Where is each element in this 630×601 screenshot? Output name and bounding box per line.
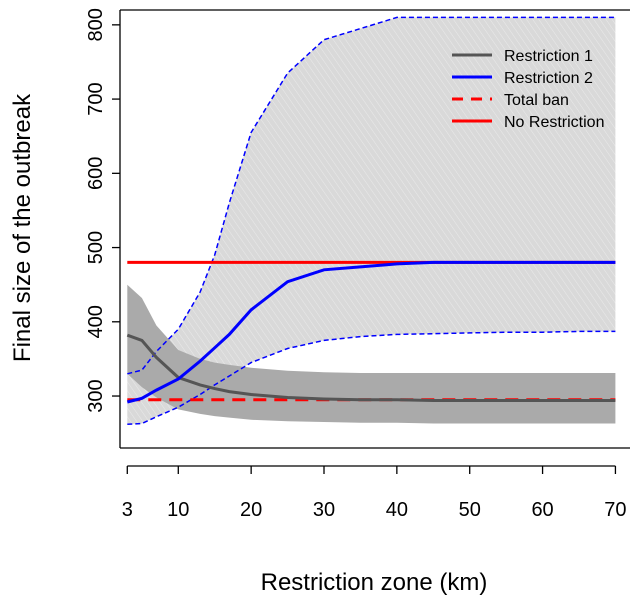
restriction-1-line (126, 333, 616, 402)
y-tick-label: 300 (85, 379, 107, 412)
y-tick-label: 700 (85, 82, 107, 115)
y-tick-label: 600 (85, 157, 107, 190)
x-tick-label: 30 (313, 499, 335, 521)
x-axis-label: Restriction zone (km) (261, 569, 488, 596)
restriction-2-band (127, 17, 616, 425)
x-tick-label: 50 (459, 499, 481, 521)
y-axis-label: Final size of the outbreak (9, 93, 36, 362)
x-tick-label: 40 (386, 499, 408, 521)
y-tick-label: 500 (85, 231, 107, 264)
legend-total-ban-label: Total ban (504, 92, 569, 109)
restriction-2-band-lower (127, 330, 616, 425)
x-tick-label: 70 (604, 499, 626, 521)
x-tick-label: 10 (167, 499, 189, 521)
legend-no-restriction-label: No Restriction (504, 114, 604, 131)
x-tick-label: 60 (531, 499, 553, 521)
legend-restriction-2-label: Restriction 2 (504, 70, 593, 87)
legend-restriction-1-label: Restriction 1 (504, 48, 593, 65)
restriction-2-band-upper (127, 16, 616, 375)
y-tick-label: 800 (85, 8, 107, 41)
x-tick-label: 20 (240, 499, 262, 521)
restriction-2-line (126, 260, 616, 404)
restriction-1-band (127, 284, 616, 424)
legend: Restriction 1 Restriction 2 Total ban No Re… (452, 48, 604, 131)
y-tick-label: 400 (85, 305, 107, 338)
x-tick-label: 3 (122, 499, 133, 521)
